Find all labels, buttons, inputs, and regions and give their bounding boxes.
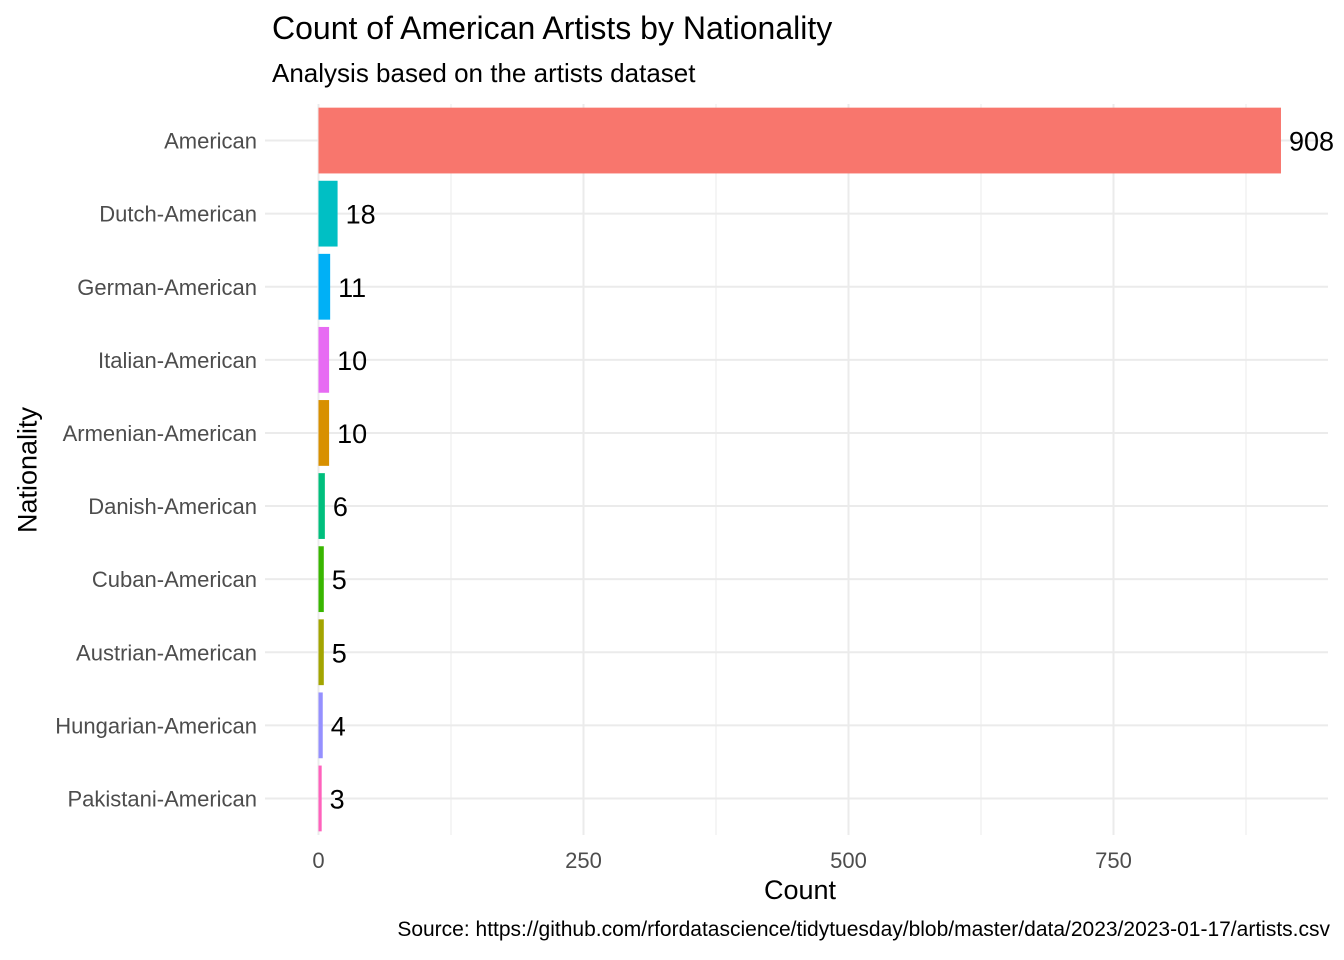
y-tick-label: Pakistani-American	[67, 786, 257, 811]
x-axis-label: Count	[763, 875, 837, 905]
chart-title: Count of American Artists by Nationality	[272, 10, 833, 46]
y-tick-label: American	[164, 129, 257, 154]
bar	[318, 400, 330, 466]
y-tick-label: Armenian-American	[63, 421, 257, 446]
data-label: 10	[337, 419, 367, 449]
bar	[318, 546, 324, 613]
x-tick-label: 500	[830, 848, 867, 873]
data-label: 908	[1289, 127, 1334, 157]
y-axis-label: Nationality	[12, 406, 43, 534]
y-tick-label: German-American	[77, 275, 257, 300]
bars	[318, 107, 1281, 832]
y-tick-label: Italian-American	[98, 348, 257, 373]
data-label: 10	[337, 346, 367, 376]
bar	[318, 326, 330, 393]
bar	[318, 107, 1281, 174]
y-tick-label: Hungarian-American	[55, 713, 257, 738]
y-tick-label: Danish-American	[88, 494, 257, 519]
chart-caption: Source: https://github.com/rfordatascien…	[397, 918, 1330, 941]
x-tick-label: 750	[1095, 848, 1132, 873]
data-label: 4	[331, 711, 346, 741]
bar	[318, 619, 324, 686]
y-tick-labels: American Dutch-American German-American Ita…	[55, 129, 257, 812]
bar	[318, 253, 331, 320]
chart-subtitle: Analysis based on the artists dataset	[272, 58, 696, 88]
bar	[318, 692, 323, 759]
bar	[318, 473, 325, 539]
bar	[318, 765, 322, 832]
data-label: 18	[346, 200, 376, 230]
y-tick-label: Dutch-American	[99, 202, 257, 227]
data-label: 5	[332, 638, 347, 668]
grid-lines	[265, 104, 1328, 835]
data-label: 3	[330, 784, 345, 814]
x-tick-label: 250	[565, 848, 602, 873]
x-tick-labels: 0 250 500 750	[312, 848, 1131, 873]
x-tick-label: 0	[312, 848, 324, 873]
data-label: 5	[332, 565, 347, 595]
data-labels: 908 18 11 10 10 6 5 5 4 3	[330, 127, 1334, 815]
data-label: 6	[333, 492, 348, 522]
y-tick-label: Austrian-American	[76, 640, 257, 665]
data-label: 11	[338, 273, 366, 303]
bar	[318, 180, 338, 247]
y-tick-label: Cuban-American	[92, 567, 257, 592]
